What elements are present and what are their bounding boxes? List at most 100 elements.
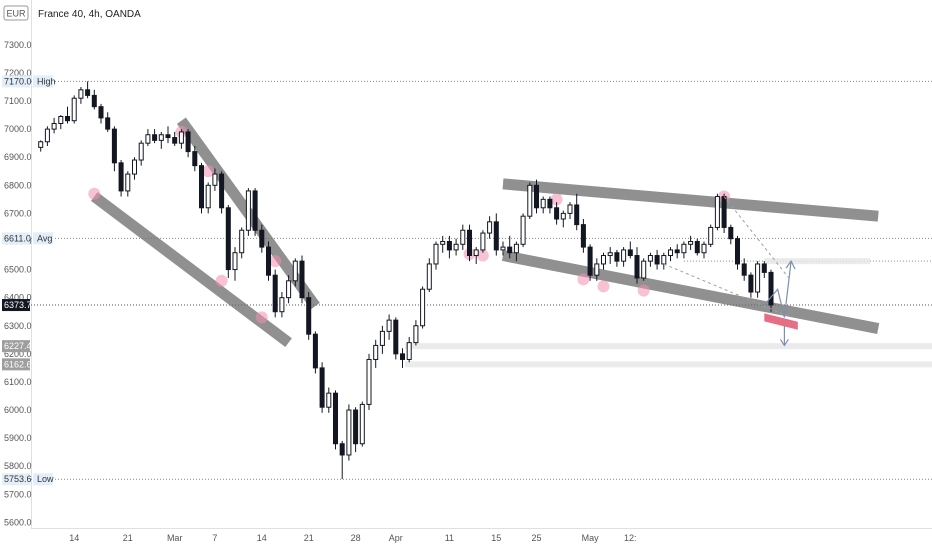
- candle-body: [212, 173, 218, 186]
- candle-body: [647, 255, 653, 262]
- y-tick-label: 6500.0: [4, 265, 32, 275]
- candle-body: [574, 204, 580, 226]
- y-tick-label: 7300.0: [4, 40, 32, 50]
- candle-body: [299, 260, 305, 299]
- currency-badge[interactable]: EUR: [3, 5, 29, 21]
- candle-body: [493, 221, 499, 251]
- candle-body: [232, 252, 238, 271]
- candle-body: [245, 190, 251, 231]
- candle-body: [560, 212, 566, 220]
- candle-body: [38, 141, 44, 148]
- candle-body: [326, 392, 332, 408]
- price-level-value: 6611.0: [4, 233, 31, 243]
- candle-body: [78, 89, 84, 99]
- candle-body: [239, 229, 245, 254]
- x-tick-label: Apr: [389, 533, 403, 543]
- candle-body: [708, 226, 714, 245]
- candle-body: [688, 240, 694, 245]
- candle-body: [353, 409, 359, 445]
- candle-body: [85, 89, 91, 96]
- candle-body: [614, 252, 620, 262]
- candle-body: [386, 319, 392, 332]
- candle-body: [600, 255, 607, 265]
- y-tick-label: 6000.0: [4, 405, 32, 415]
- candle-body: [152, 134, 158, 141]
- candle-body: [681, 243, 687, 254]
- candle-body: [185, 131, 191, 153]
- candle-body: [641, 260, 647, 279]
- y-tick-label: 6400.0: [4, 293, 32, 303]
- candle-body: [165, 134, 171, 139]
- candle-body: [500, 246, 506, 251]
- candlesticks: [38, 81, 774, 480]
- candle-body: [654, 255, 660, 265]
- support-zone-band: [405, 361, 932, 368]
- support-zones: [405, 343, 932, 368]
- candle-body: [607, 252, 613, 257]
- candle-body: [272, 274, 278, 313]
- candle-body: [460, 229, 466, 245]
- y-tick-label: 7200.0: [4, 68, 32, 78]
- candle-body: [58, 115, 64, 125]
- candle-body: [567, 204, 573, 214]
- candle-body: [178, 131, 184, 144]
- candle-body: [473, 249, 479, 257]
- candle-body: [158, 134, 164, 141]
- candle-body: [768, 271, 774, 306]
- x-tick-label: 28: [351, 533, 361, 543]
- candle-body: [728, 226, 734, 240]
- channel-line: [501, 250, 880, 334]
- projection-guide: [663, 263, 792, 318]
- candle-body: [393, 319, 399, 355]
- price-level-value: 6373.7: [4, 300, 32, 310]
- price-level-box: [2, 232, 30, 245]
- candle-body: [265, 246, 272, 276]
- y-tick-label: 6900.0: [4, 152, 32, 162]
- y-tick-label: 6100.0: [4, 377, 32, 387]
- price-level-tag-text: High: [37, 76, 56, 86]
- candle-body: [118, 162, 124, 192]
- candle-body: [714, 196, 720, 228]
- candle-body: [64, 115, 71, 122]
- candle-body: [741, 263, 747, 276]
- candle-body: [198, 165, 205, 209]
- y-tick-label: 6300.0: [4, 321, 32, 331]
- candle-body: [420, 288, 426, 327]
- y-tick-label: 7100.0: [4, 96, 32, 106]
- projection-arrows: [663, 196, 798, 347]
- y-tick-label: 6200.0: [4, 349, 32, 359]
- candle-body: [527, 184, 533, 217]
- touch-point: [550, 193, 563, 206]
- candle-body: [379, 330, 385, 346]
- candle-body: [219, 173, 225, 209]
- touch-point: [577, 273, 590, 286]
- price-level-box: [2, 473, 30, 486]
- touch-point: [476, 249, 489, 262]
- currency-badge-text: EUR: [6, 9, 26, 19]
- candle-body: [346, 409, 352, 456]
- support-zone-box: [2, 358, 30, 371]
- support-zone-band: [405, 343, 932, 350]
- candle-body: [694, 240, 700, 254]
- candle-body: [172, 137, 178, 144]
- candle-body: [507, 246, 513, 254]
- candle-body: [701, 243, 707, 254]
- y-tick-label: 5800.0: [4, 461, 32, 471]
- channel-line: [502, 178, 879, 222]
- x-tick-label: 21: [304, 533, 314, 543]
- touch-point: [255, 311, 268, 324]
- candle-body: [634, 255, 640, 279]
- candle-body: [446, 240, 452, 251]
- price-level-box: [2, 299, 30, 312]
- candle-body: [312, 333, 318, 369]
- x-tick-label: 12:: [624, 533, 637, 543]
- projection-down-arrowhead: [779, 339, 789, 347]
- price-level-tag-text: Avg: [37, 233, 52, 243]
- y-tick-label: 6700.0: [4, 208, 32, 218]
- projection-up-path: [763, 261, 792, 318]
- candle-body: [205, 184, 211, 209]
- candle-body: [91, 94, 97, 108]
- candle-body: [252, 190, 258, 231]
